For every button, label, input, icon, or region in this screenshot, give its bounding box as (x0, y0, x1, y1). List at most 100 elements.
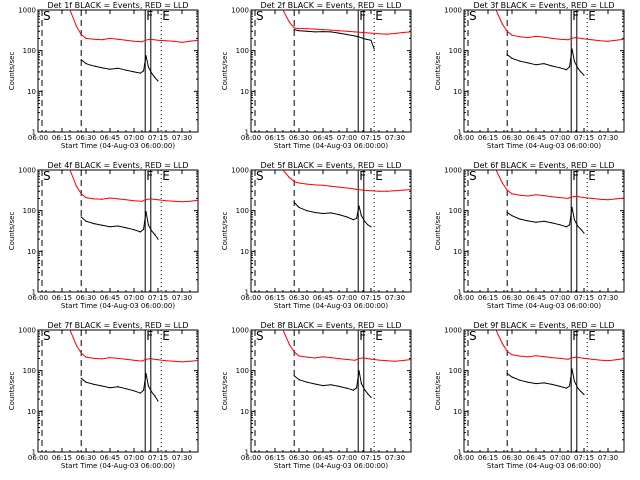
data-point (306, 30, 308, 32)
data-point (154, 76, 156, 78)
data-point (394, 32, 396, 35)
data-point (573, 380, 575, 382)
x-axis-label: Start Time (04-Aug-03 06:00:00) (487, 142, 601, 150)
data-point (346, 187, 348, 189)
data-point (282, 10, 284, 11)
series-line-lld (282, 330, 411, 362)
y-tick-label: 1000 (18, 327, 36, 335)
data-point (306, 183, 308, 185)
data-point (288, 343, 290, 346)
data-point (567, 39, 569, 41)
data-point (338, 30, 340, 32)
data-point (511, 57, 513, 59)
x-tick-label: 06:30 (76, 134, 96, 142)
series-line-lld (495, 330, 624, 362)
data-point (623, 38, 624, 40)
marker-label: F (359, 169, 366, 183)
data-point (495, 10, 497, 11)
marker-label: E (588, 329, 596, 343)
x-tick-label: 06:30 (76, 454, 96, 462)
data-point (147, 385, 149, 387)
marker-label: E (375, 9, 383, 23)
x-tick-label: 06:45 (313, 134, 333, 142)
data-point (583, 393, 585, 396)
x-tick-label: 06:00 (28, 294, 48, 302)
x-axis-label: Start Time (04-Aug-03 06:00:00) (61, 142, 175, 150)
data-point (133, 40, 135, 42)
data-point (322, 29, 324, 31)
data-point (501, 23, 503, 25)
series-group (495, 330, 624, 396)
data-point (495, 170, 497, 171)
x-tick-label: 06:45 (100, 294, 120, 302)
x-tick-label: 07:00 (337, 134, 357, 142)
data-point (362, 357, 364, 359)
data-point (535, 64, 537, 66)
data-point (314, 211, 316, 214)
marker-label: E (162, 9, 170, 23)
data-point (527, 195, 529, 197)
data-point (314, 184, 316, 186)
data-point (378, 33, 380, 35)
data-point (543, 220, 545, 222)
data-point (362, 189, 364, 191)
data-point (69, 330, 71, 331)
panel-title: Det 3f BLACK = Events, RED = LLD (473, 1, 614, 10)
data-point (551, 222, 553, 224)
data-point (607, 360, 609, 362)
data-point (577, 387, 579, 389)
data-point (551, 65, 553, 67)
data-point (519, 36, 521, 38)
data-point (293, 351, 295, 353)
data-point (519, 355, 521, 357)
y-tick-label: 100 (449, 47, 462, 55)
x-tick-label: 07:00 (337, 454, 357, 462)
y-tick-label: 100 (449, 207, 462, 215)
data-point (551, 383, 553, 385)
data-point (144, 39, 146, 41)
data-point (364, 220, 366, 222)
marker-label: S (469, 329, 477, 343)
chart-panel-4: Det 4f BLACK = Events, RED = LLD 1 10 100 10… (8, 161, 199, 310)
y-tick-label: 1 (245, 449, 249, 457)
x-axis-label: Start Time (04-Aug-03 06:00:00) (61, 462, 175, 470)
data-point (157, 359, 159, 361)
chart-panel-9: Det 9f BLACK = Events, RED = LLD 1 10 100 10… (434, 321, 625, 470)
data-point (330, 29, 332, 31)
data-point (147, 224, 149, 226)
data-point (197, 359, 198, 362)
data-point (143, 228, 145, 230)
data-point (157, 39, 159, 41)
data-point (370, 396, 372, 398)
y-tick-label: 100 (236, 47, 249, 55)
data-point (139, 392, 141, 394)
x-tick-label: 06:30 (289, 454, 309, 462)
x-tick-label: 06:30 (289, 294, 309, 302)
y-tick-label: 1 (245, 289, 249, 297)
data-point (145, 372, 147, 375)
panel-title: Det 5f BLACK = Events, RED = LLD (260, 161, 401, 170)
y-tick-label: 10 (27, 248, 36, 256)
data-point (559, 38, 561, 40)
series-line-events (80, 211, 159, 240)
data-point (386, 33, 388, 35)
x-tick-label: 06:15 (478, 134, 498, 142)
data-point (151, 391, 153, 393)
plot-frame (250, 329, 412, 453)
data-point (580, 71, 582, 73)
data-point (511, 34, 513, 36)
data-point (101, 39, 103, 41)
data-point (197, 199, 198, 201)
data-point (357, 358, 359, 360)
data-point (117, 225, 119, 227)
data-point (293, 180, 295, 183)
data-point (367, 224, 369, 226)
data-point (189, 40, 191, 42)
data-point (607, 199, 609, 201)
marker-label: E (375, 329, 383, 343)
data-point (559, 67, 561, 69)
data-point (364, 389, 366, 391)
x-tick-label: 06:00 (28, 454, 48, 462)
data-point (149, 358, 151, 360)
x-tick-label: 07:15 (574, 294, 594, 302)
